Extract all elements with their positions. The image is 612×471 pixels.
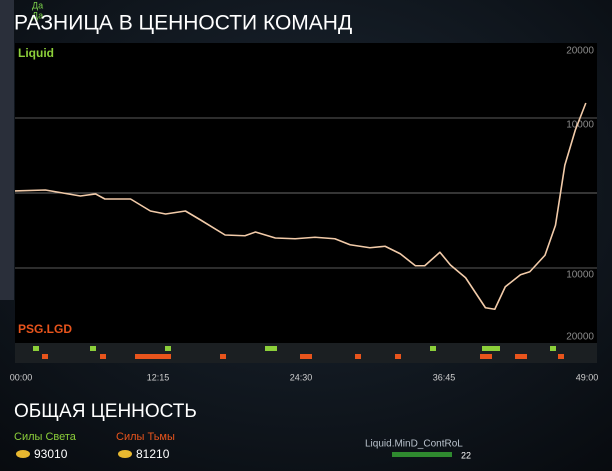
chat-line: Да xyxy=(32,0,43,10)
event xyxy=(33,346,39,351)
event xyxy=(265,346,277,351)
y-tick-label: 10000 xyxy=(566,120,594,131)
event xyxy=(220,354,226,359)
x-tick-label: 24:30 xyxy=(290,372,313,382)
x-tick-label: 36:45 xyxy=(433,372,456,382)
bottom-team-label: PSG.LGD xyxy=(18,322,72,336)
summary-title: ОБЩАЯ ЦЕННОСТЬ xyxy=(14,401,197,422)
page-title: РАЗНИЦА В ЦЕННОСТИ КОМАНД xyxy=(14,12,352,35)
event xyxy=(135,354,171,359)
top-team-label: Liquid xyxy=(18,46,54,60)
x-tick-label: 12:15 xyxy=(147,372,170,382)
y-tick-label: 20000 xyxy=(566,46,594,57)
event xyxy=(515,354,527,359)
team-value: 93010 xyxy=(34,447,68,461)
event xyxy=(100,354,106,359)
event xyxy=(165,346,171,351)
player-level: 22 xyxy=(461,450,471,460)
team-name: Силы Света xyxy=(14,431,77,443)
event xyxy=(480,354,492,359)
y-tick-label: 20000 xyxy=(566,332,594,343)
event xyxy=(550,346,556,351)
gold-icon xyxy=(118,450,132,458)
y-tick-label: 10000 xyxy=(566,270,594,281)
event xyxy=(430,346,436,351)
event xyxy=(395,354,401,359)
event xyxy=(42,354,48,359)
gold-icon xyxy=(16,450,30,458)
event xyxy=(300,354,312,359)
series-line xyxy=(14,102,587,311)
team-name: Силы Тьмы xyxy=(116,431,175,443)
event xyxy=(558,354,564,359)
team-value: 81210 xyxy=(136,447,170,461)
event xyxy=(90,346,96,351)
chat-line: Да xyxy=(32,10,43,20)
event xyxy=(355,354,361,359)
side-portraits xyxy=(0,0,14,300)
health-bar xyxy=(392,452,452,457)
event xyxy=(482,346,500,351)
x-tick-label: 49:00 xyxy=(576,372,599,382)
event-strip xyxy=(15,343,597,363)
x-tick-label: 00:00 xyxy=(10,372,33,382)
event-markers xyxy=(33,346,564,359)
player-name: Liquid.MinD_ContRoL xyxy=(365,439,463,450)
